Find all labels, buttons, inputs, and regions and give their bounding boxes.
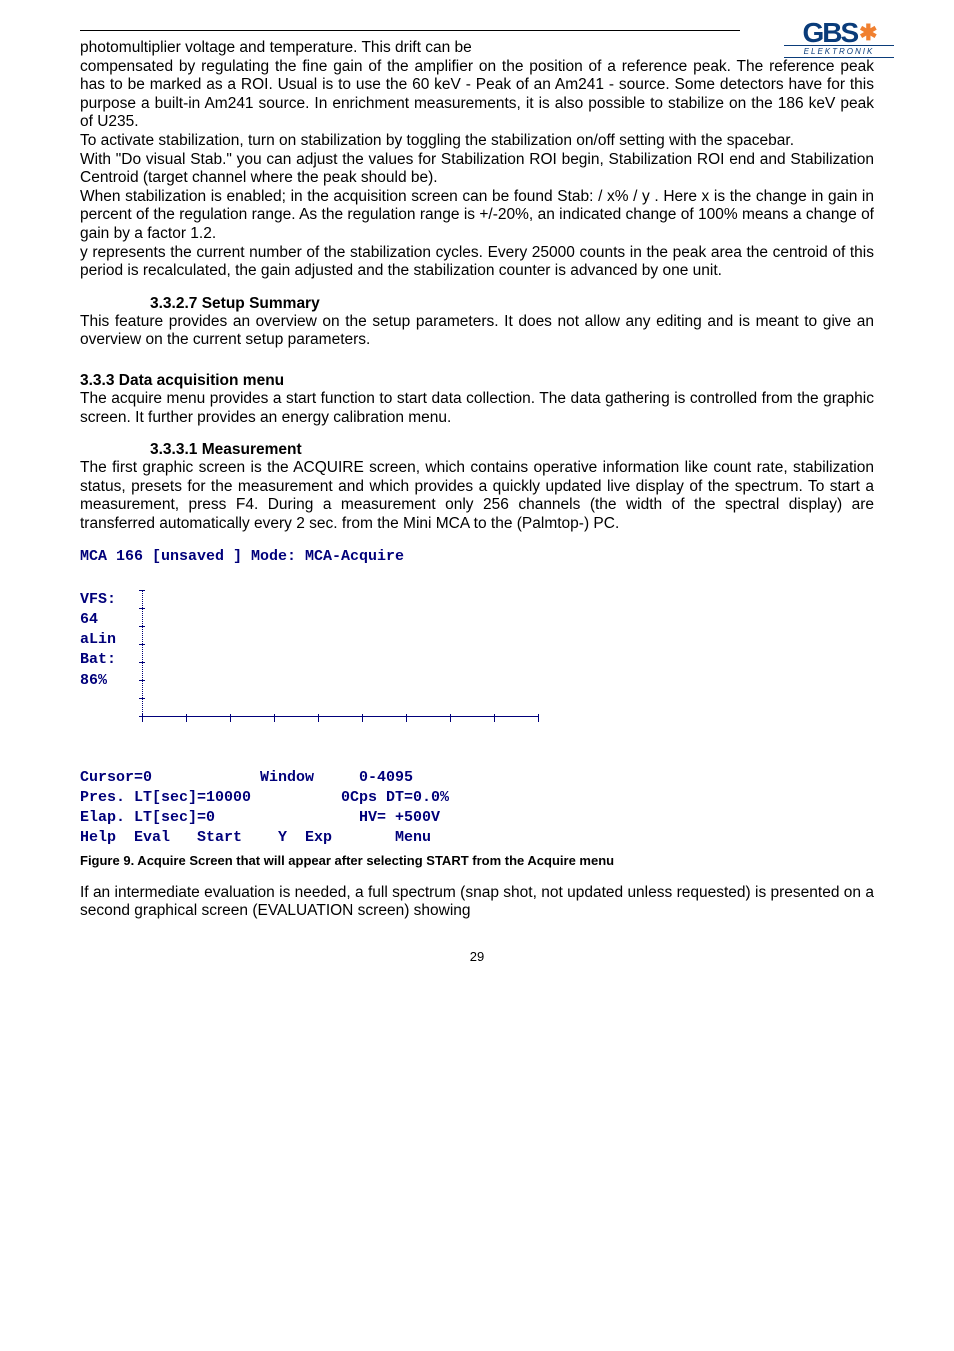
page-number: 29 (80, 949, 874, 964)
para-2: To activate stabilization, turn on stabi… (80, 132, 874, 151)
heading-daq: 3.3.3 Data acquisition menu (80, 372, 874, 390)
acquire-screen: MCA 166 [unsaved ] Mode: MCA-Acquire VFS… (80, 547, 545, 848)
para-3: With "Do visual Stab." you can adjust th… (80, 151, 874, 188)
lbl-bat: Bat: (80, 650, 116, 670)
x-tick (538, 714, 539, 722)
screen-title: MCA 166 [unsaved ] Mode: MCA-Acquire (80, 547, 545, 567)
lbl-64: 64 (80, 610, 116, 630)
figure-caption: Figure 9. Acquire Screen that will appea… (80, 853, 874, 868)
lbl-86: 86% (80, 671, 116, 691)
screen-elap-line: Elap. LT[sec]=0 HV= +500V (80, 808, 545, 828)
para-8: The first graphic screen is the ACQUIRE … (80, 459, 874, 533)
para-5: y represents the current number of the s… (80, 244, 874, 281)
header-rule (80, 30, 740, 31)
logo-text: GBS ✱ (784, 20, 894, 45)
heading-measurement: 3.3.3.1 Measurement (150, 441, 874, 459)
plot-area (142, 590, 538, 718)
x-tick (494, 714, 495, 722)
screen-pres-line: Pres. LT[sec]=10000 0Cps DT=0.0% (80, 788, 545, 808)
logo-subtext: ELEKTRONIK (784, 45, 894, 58)
logo-star-icon: ✱ (859, 22, 875, 44)
y-tick (139, 662, 145, 663)
screen-chart: VFS: 64 aLin Bat: 86% (80, 568, 545, 768)
para-9: If an intermediate evaluation is needed,… (80, 884, 874, 921)
para-4: When stabilization is enabled; in the ac… (80, 188, 874, 244)
y-tick (139, 680, 145, 681)
logo: GBS ✱ ELEKTRONIK (784, 20, 894, 58)
x-tick (406, 714, 407, 722)
screen-help-line: Help Eval Start Y Exp Menu (80, 828, 545, 848)
lbl-vfs: VFS: (80, 590, 116, 610)
chart-left-labels: VFS: 64 aLin Bat: 86% (80, 590, 116, 691)
heading-setup-summary: 3.3.2.7 Setup Summary (150, 295, 874, 313)
x-tick (318, 714, 319, 722)
para-1b: compensated by regulating the fine gain … (80, 58, 874, 132)
x-axis (142, 716, 538, 718)
para-7: The acquire menu provides a start functi… (80, 390, 874, 427)
y-tick (139, 644, 145, 645)
screen-cursor-line: Cursor=0 Window 0-4095 (80, 768, 545, 788)
para-1a: photomultiplier voltage and temperature.… (80, 39, 740, 58)
y-tick (139, 608, 145, 609)
y-tick (139, 590, 145, 591)
lbl-alin: aLin (80, 630, 116, 650)
y-tick (139, 626, 145, 627)
x-tick (274, 714, 275, 722)
x-tick (450, 714, 451, 722)
y-tick (139, 698, 145, 699)
x-tick (362, 714, 363, 722)
para-6: This feature provides an overview on the… (80, 313, 874, 350)
x-tick (230, 714, 231, 722)
x-tick (186, 714, 187, 722)
logo-main: GBS (802, 20, 857, 45)
x-tick (142, 714, 143, 722)
